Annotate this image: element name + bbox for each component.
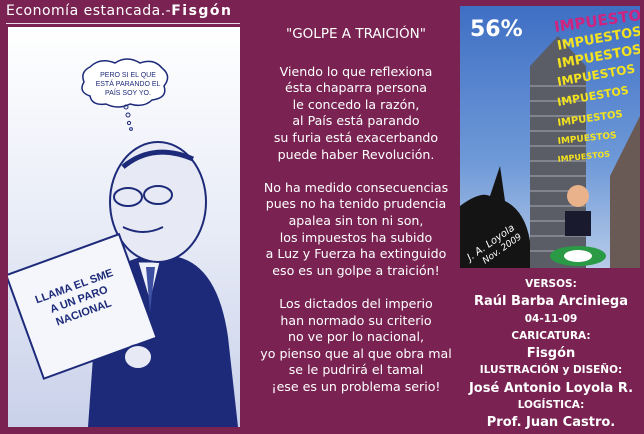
verse-line: le concedo la razón,	[292, 96, 420, 112]
verses-label: VERSOS:	[525, 278, 577, 290]
bubble-line: PERO SI EL QUE	[100, 72, 156, 79]
stanza: No ha medido consecuencias pues no ha te…	[246, 180, 466, 280]
verse-line: han normado su criterio	[280, 312, 432, 328]
verse-line: eso es un golpe a traición!	[272, 262, 440, 278]
bubble-line: ESTÁ PARANDO EL	[96, 79, 161, 88]
verse-line: a Luz y Fuerza ha extinguido	[265, 246, 447, 262]
caricature-head	[567, 185, 589, 207]
verse-line: los impuestos ha subido	[279, 229, 433, 245]
verse-line: se le pudrirá el tamal	[288, 362, 424, 378]
cartoon-author: Fisgón	[526, 346, 576, 362]
illustration-photo: 56% IMPUESTOS IMPUESTOS IMPUESTOS IMPUES…	[460, 6, 640, 268]
cartoon-title: Economía estancada.-Fisgón	[6, 3, 233, 19]
verse-line: Viendo lo que reflexiona	[279, 63, 433, 79]
poem: "GOLPE A TRAICIÓN" Viendo lo que reflexi…	[246, 26, 466, 412]
newspaper	[8, 232, 158, 380]
verse-line: No ha medido consecuencias	[263, 179, 449, 195]
tower	[530, 36, 586, 268]
verse-line: pues no ha tenido prudencia	[265, 196, 447, 212]
cartoon-label: CARICATURA:	[511, 329, 591, 342]
verse-line: yo pienso que al que obra mal	[260, 345, 452, 361]
credits: VERSOS: Raúl Barba Arciniega 04-11-09 CA…	[458, 276, 644, 432]
logistics-label: LOGÍSTICA:	[517, 399, 585, 412]
stanza: Viendo lo que reflexiona ésta chaparra p…	[246, 64, 466, 164]
building	[610, 116, 640, 268]
verse-line: no ve por lo nacional,	[287, 329, 424, 345]
verse-line: apalea sin ton ni son,	[288, 212, 424, 228]
verse-line: Los dictados del imperio	[279, 295, 433, 311]
verse-line: ésta chaparra persona	[284, 80, 428, 96]
verse-line: puede haber Revolución.	[277, 146, 435, 162]
verse-line: ¡ese es un problema serio!	[271, 378, 441, 394]
title-author: Fisgón	[171, 3, 233, 19]
logistics-author: Prof. Juan Castro.	[486, 415, 616, 431]
title-text: Economía estancada.-	[6, 3, 172, 19]
verses-author: Raúl Barba Arciniega	[474, 294, 628, 310]
verse-line: al País está parando	[292, 113, 420, 129]
stanza: Los dictados del imperio han normado su …	[246, 296, 466, 396]
date: 04-11-09	[524, 312, 578, 325]
bubble-line: PAÍS SOY YO.	[105, 88, 151, 97]
poem-title: "GOLPE A TRAICIÓN"	[286, 26, 426, 42]
design-author: José Antonio Loyola R.	[468, 380, 634, 396]
verse-line: su furia está exacerbando	[273, 129, 439, 145]
statue	[460, 166, 530, 268]
design-label: ILUSTRACIÓN y DISEÑO:	[479, 364, 623, 377]
cartoon-image: PERO SI EL QUE ESTÁ PARANDO EL PAÍS SOY …	[8, 27, 240, 427]
thought-bubble	[81, 58, 169, 108]
divider	[6, 23, 240, 24]
percent-label: 56%	[470, 17, 523, 42]
